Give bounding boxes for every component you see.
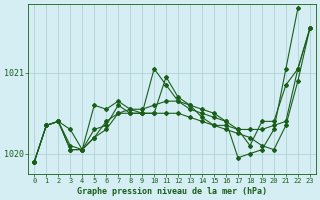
X-axis label: Graphe pression niveau de la mer (hPa): Graphe pression niveau de la mer (hPa) [77, 187, 267, 196]
